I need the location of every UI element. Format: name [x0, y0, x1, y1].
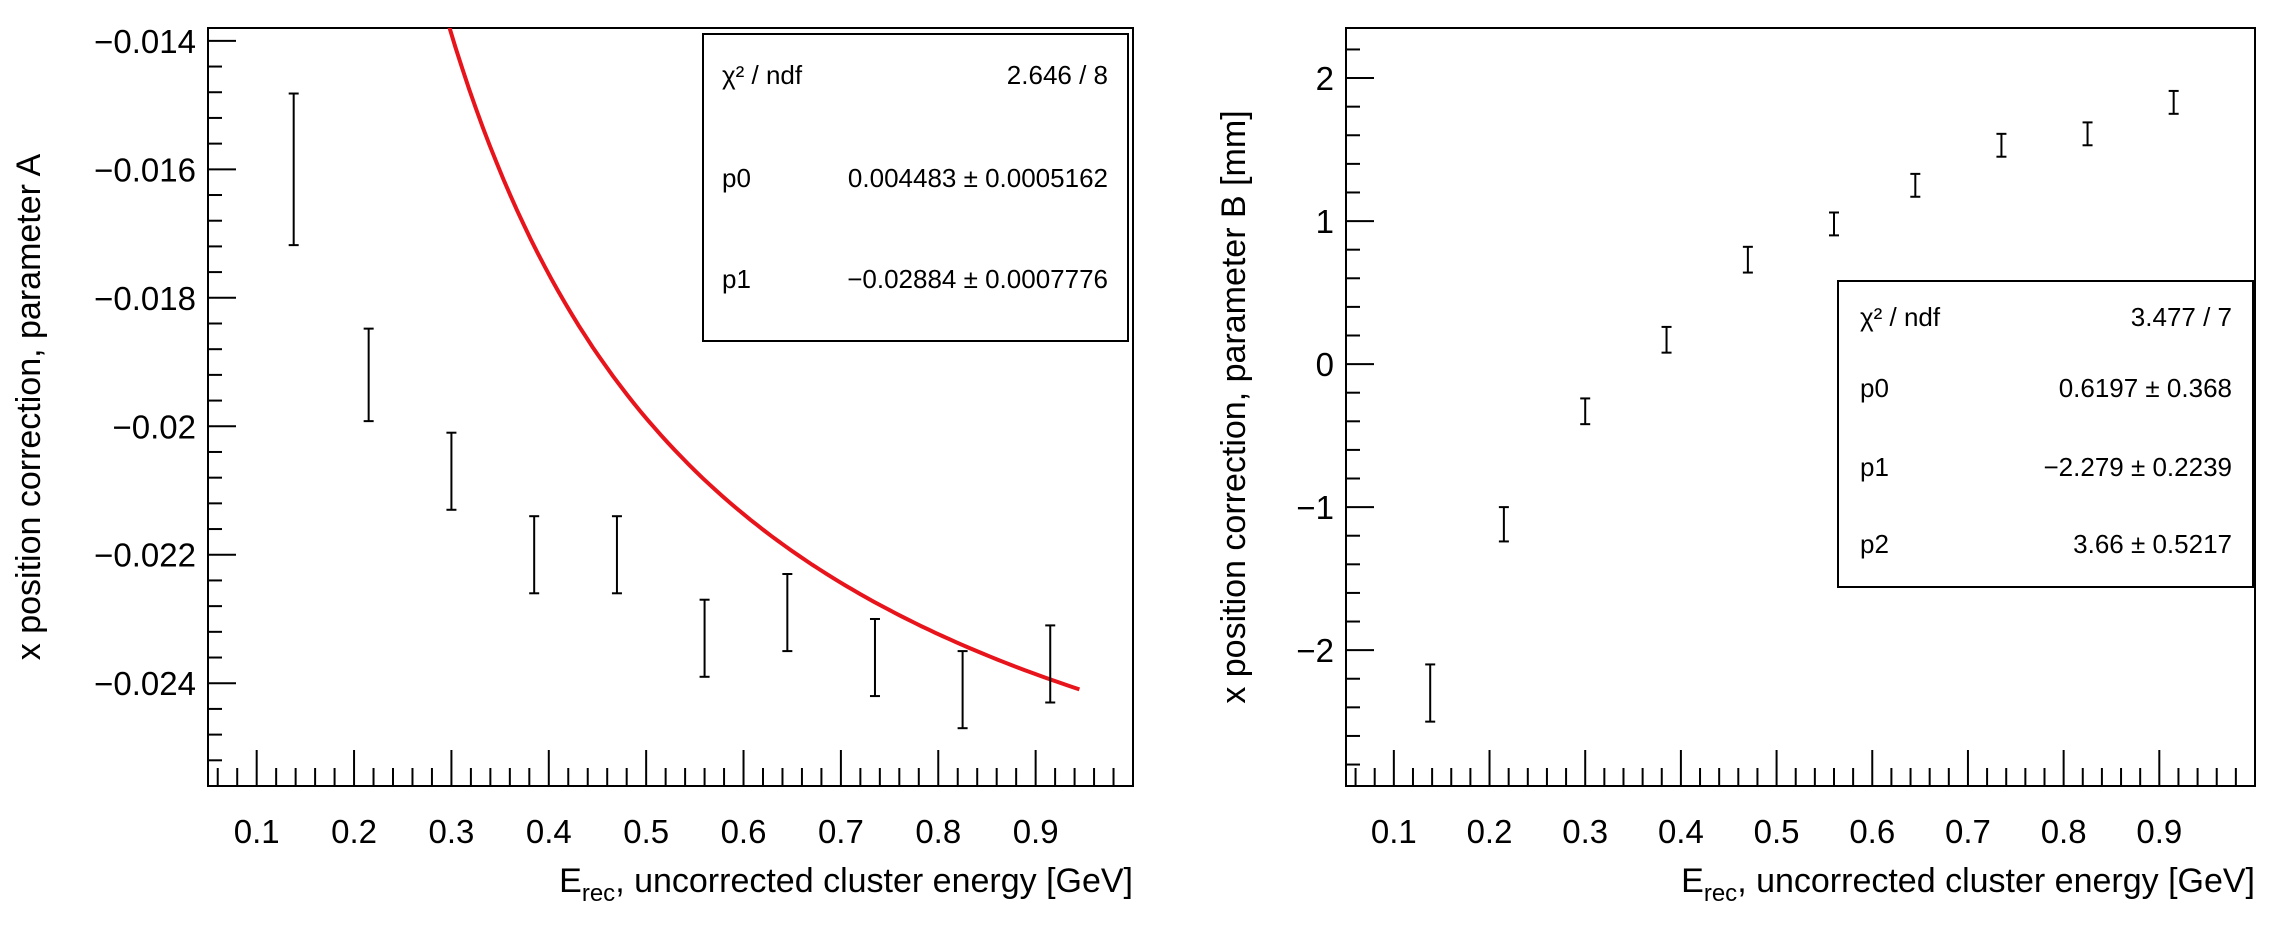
x-tick-label: 0.7	[1945, 813, 1991, 850]
y-tick-label: −0.02	[113, 408, 197, 445]
x-tick-label: 0.5	[1754, 813, 1800, 850]
stats-row-value: 0.6197 ± 0.368	[2059, 373, 2232, 403]
data-point	[1580, 397, 1591, 426]
x-axis-label-main: E	[559, 862, 582, 900]
y-tick-label: 0	[1316, 346, 1334, 383]
y-tick-label: −1	[1296, 489, 1334, 526]
data-point	[957, 650, 968, 730]
stats-row-value: 0.004483 ± 0.0005162	[848, 163, 1108, 193]
x-axis-label-rest: , uncorrected cluster energy [GeV]	[615, 862, 1133, 900]
data-point	[288, 92, 299, 247]
y-tick-label: −2	[1296, 632, 1334, 669]
y-tick-label: −0.016	[94, 151, 196, 188]
x-tick-label: 0.6	[721, 813, 767, 850]
data-point	[1996, 132, 2007, 158]
data-point	[2082, 121, 2093, 147]
data-point	[1742, 245, 1753, 274]
data-point	[1425, 663, 1436, 723]
data-point	[2168, 89, 2179, 115]
stats-row-name: χ² / ndf	[1860, 302, 1941, 332]
data-point	[1910, 172, 1921, 198]
x-tick-label: 0.4	[1658, 813, 1704, 850]
stats-row-name: p0	[1860, 373, 1889, 403]
x-tick-label: 0.2	[331, 813, 377, 850]
y-tick-label: −0.014	[94, 23, 196, 60]
y-tick-label: 1	[1316, 203, 1334, 240]
data-point	[446, 431, 457, 511]
stats-row-value: −2.279 ± 0.2239	[2044, 452, 2233, 482]
stats-row-name: p1	[722, 264, 751, 294]
fit-stats-box	[702, 33, 1129, 342]
x-tick-label: 0.1	[1371, 813, 1417, 850]
x-tick-label: 0.3	[1562, 813, 1608, 850]
y-tick-label: −0.022	[94, 537, 196, 574]
x-tick-label: 0.8	[915, 813, 961, 850]
data-point	[1498, 506, 1509, 543]
panel-parameter-a: 0.1 0.2 0.3 0.4 0.5 0.6 0.7 0.8 0.9 −0.014 −0.016 −…	[10, 23, 1134, 907]
panel-parameter-b: 0.1 0.2 0.3 0.4 0.5 0.6 0.7 0.8 0.9 2 1 0 −1 −2 χ² / n…	[1215, 27, 2256, 907]
x-tick-label: 0.9	[2136, 813, 2182, 850]
stats-row-name: χ² / ndf	[722, 60, 803, 90]
x-tick-label: 0.6	[1849, 813, 1895, 850]
x-axis-label: Erec, uncorrected cluster energy [GeV]	[1681, 862, 2255, 907]
y-tick-label: −0.018	[94, 280, 196, 317]
y-axis-label: x position correction, parameter B [mm]	[1215, 110, 1253, 703]
x-axis-label: Erec, uncorrected cluster energy [GeV]	[559, 862, 1133, 907]
data-point	[1045, 624, 1056, 704]
data-point	[363, 327, 374, 423]
stats-row-value: 2.646 / 8	[1007, 60, 1108, 90]
x-axis-label-sub: rec	[1704, 880, 1737, 907]
y-axis-label: x position correction, parameter A	[10, 153, 48, 660]
data-point	[782, 573, 793, 653]
x-axis-label-main: E	[1681, 862, 1704, 900]
y-tick-label: −0.024	[94, 665, 196, 702]
stats-row-name: p2	[1860, 529, 1889, 559]
x-tick-label: 0.1	[234, 813, 280, 850]
data-point	[611, 515, 622, 595]
data-point	[1828, 211, 1839, 237]
stats-row-name: p1	[1860, 452, 1889, 482]
fit-curve	[447, 28, 1081, 692]
x-tick-label: 0.2	[1467, 813, 1513, 850]
x-tick-label: 0.8	[2041, 813, 2087, 850]
x-axis-label-sub: rec	[582, 880, 615, 907]
x-tick-label: 0.7	[818, 813, 864, 850]
data-point	[699, 598, 710, 678]
x-tick-label: 0.5	[623, 813, 669, 850]
stats-row-name: p0	[722, 163, 751, 193]
plot-frame	[1345, 27, 2256, 787]
fit-stats-box	[1837, 280, 2254, 588]
x-tick-label: 0.9	[1013, 813, 1059, 850]
x-tick-label: 0.3	[428, 813, 474, 850]
stats-row-value: 3.477 / 7	[2131, 302, 2232, 332]
plot-frame	[207, 27, 1134, 787]
x-axis-label-rest: , uncorrected cluster energy [GeV]	[1737, 862, 2255, 900]
stats-row-value: 3.66 ± 0.5217	[2073, 529, 2232, 559]
x-tick-label: 0.4	[526, 813, 572, 850]
stats-row-value: −0.02884 ± 0.0007776	[847, 264, 1108, 294]
data-point	[869, 617, 880, 698]
y-tick-label: 2	[1316, 60, 1334, 97]
data-point	[529, 515, 540, 595]
data-point	[1661, 325, 1672, 354]
